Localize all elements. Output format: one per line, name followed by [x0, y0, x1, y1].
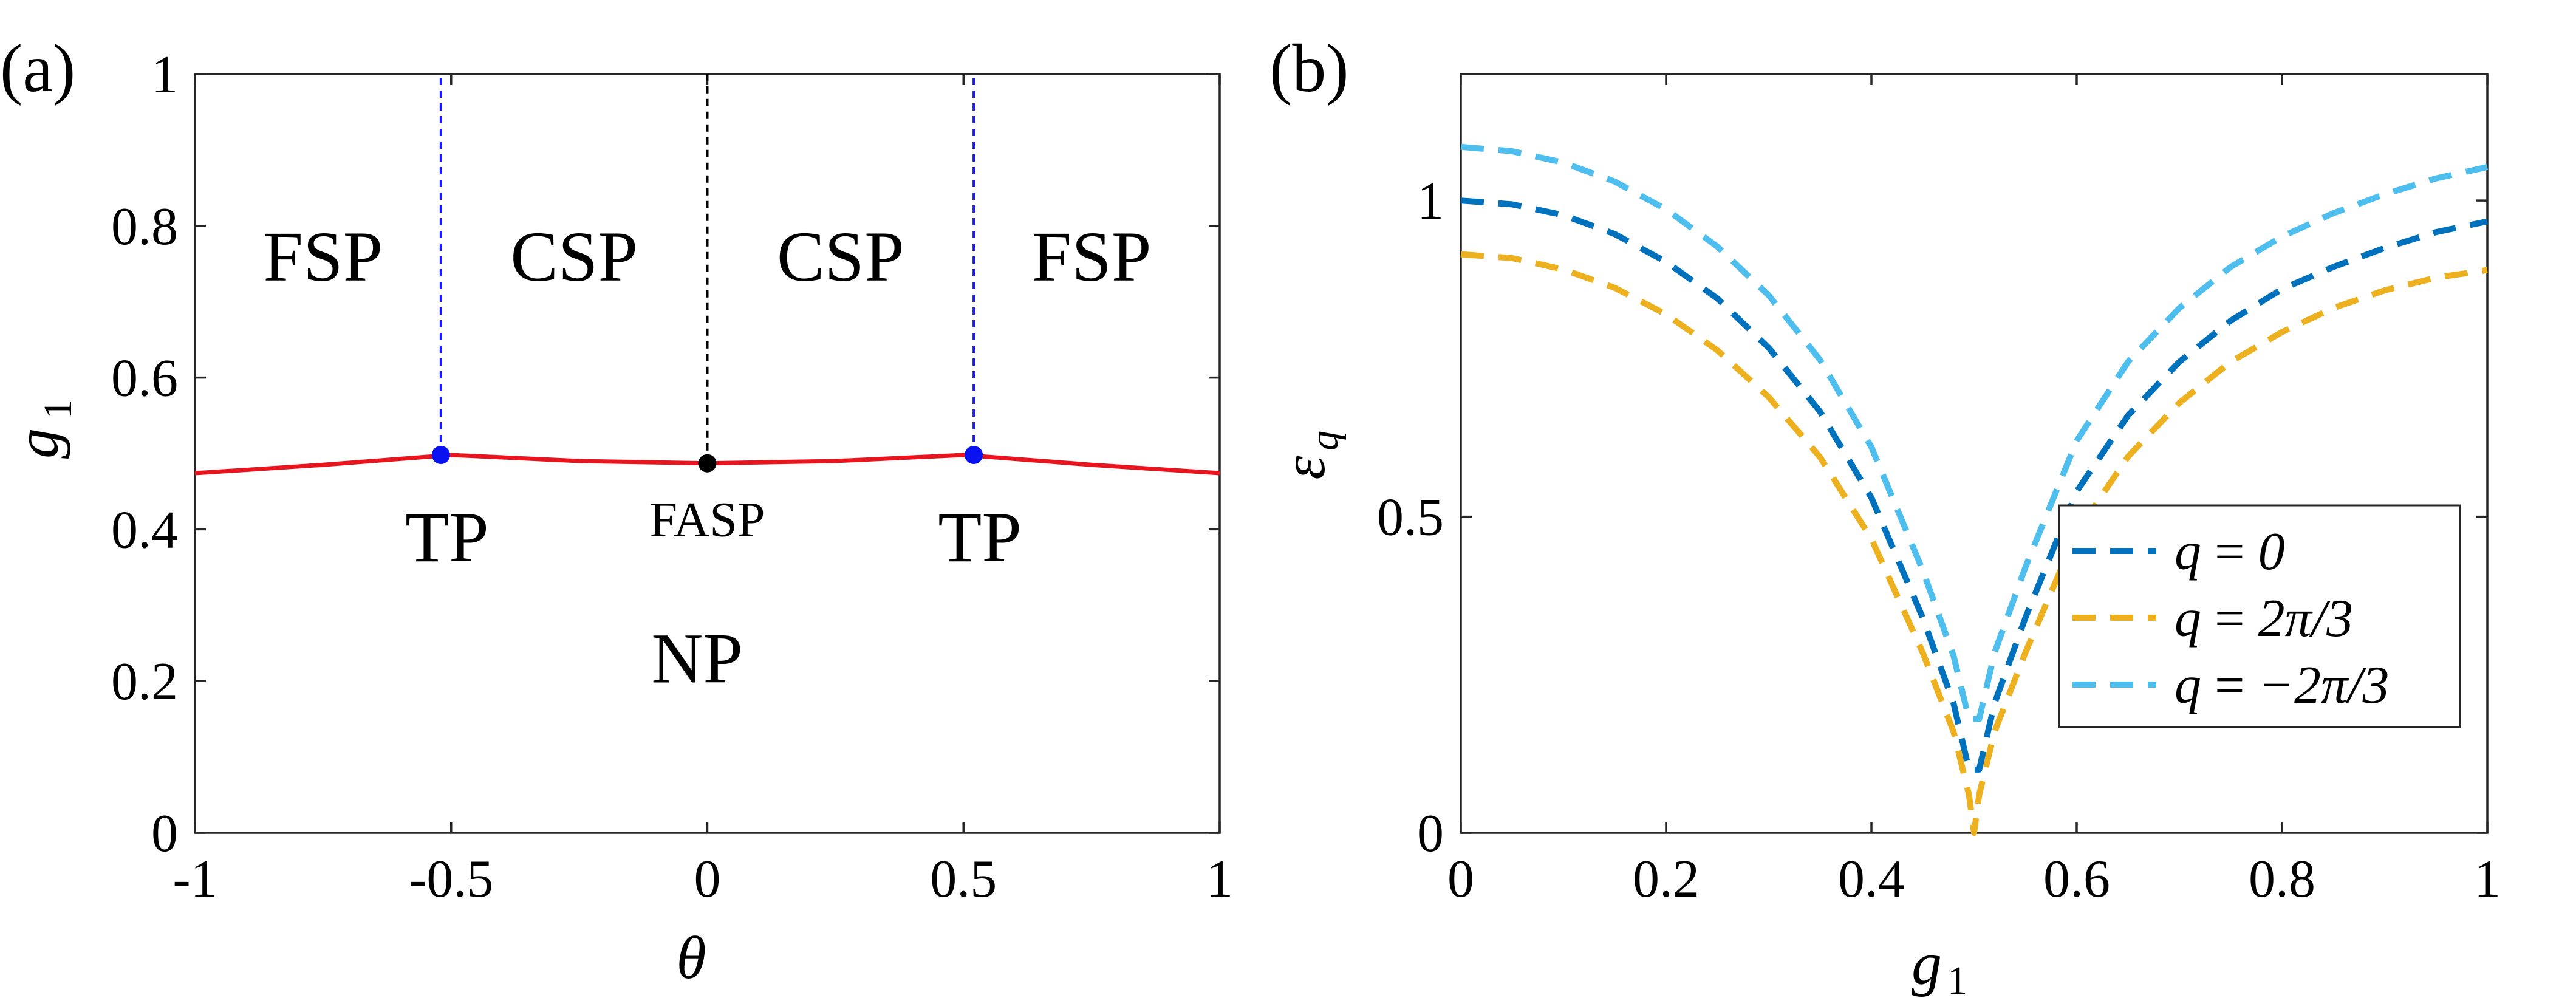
panel-b-plot: 0 0.2 0.4 0.6 0.8 1 0 0.5 1 q = 0 q = 2π/3 q = −2π/… — [1377, 73, 2501, 909]
panel-a-xlabel: θ — [676, 924, 706, 991]
panel-a-point-label: TP — [938, 497, 1022, 577]
panel-a-xtick-label: 0 — [694, 850, 721, 909]
panel-a-axes-frame — [194, 73, 1221, 834]
panel-b-xlabel-main: g — [1912, 930, 1942, 997]
panel-a-ylabel-sub: 1 — [36, 399, 80, 419]
panel-a-ytick-label: 0.2 — [111, 652, 178, 711]
panel-a-region-label: NP — [651, 619, 743, 699]
panel-a-ylabel: g 1 — [4, 399, 80, 459]
panel-b-legend: q = 0 q = 2π/3 q = −2π/3 — [2058, 504, 2461, 728]
panel-b-xtick-label: 0.8 — [2249, 850, 2315, 909]
panel-a-ylabel-main: g — [4, 428, 71, 459]
panel-b-ylabel-sub: q — [1302, 431, 1347, 451]
panel-b-xtick-label: 0.6 — [2043, 850, 2110, 909]
panel-b-xlabel: g 1 — [1912, 930, 1967, 998]
panel-b-series-line-0 — [1460, 197, 2489, 773]
panel-b-series-line-2 — [1460, 143, 2489, 722]
panel-a-plot: -1 -0.5 0 0.5 1 0 0.2 0.4 0.6 0.8 1 TP FASP TP FSP CSP C… — [111, 46, 1233, 909]
panel-b-ylabel: ε q — [1270, 431, 1347, 480]
panel-b-series-line-1 — [1460, 251, 2488, 836]
panel-a-ytick-label: 1 — [151, 46, 178, 104]
panel-b-ytick-label: 0.5 — [1377, 488, 1444, 547]
panel-a-ytick-label: 0.6 — [111, 349, 178, 408]
panel-b-legend-label: q = −2π/3 — [2175, 656, 2390, 715]
panel-a-label: (a) — [0, 31, 75, 106]
panel-b-label: (b) — [1269, 31, 1349, 106]
panel-a-region-label: FSP — [1032, 217, 1152, 296]
panel-a-ytick-label: 0 — [151, 804, 178, 863]
panel-b-xlabel-sub: 1 — [1947, 959, 1967, 998]
panel-a-xtick-label: -1 — [173, 850, 217, 909]
panel-a-point — [965, 445, 983, 464]
panel-a-ytick-label: 0.4 — [111, 501, 178, 559]
panel-a-point-label: FASP — [650, 492, 765, 547]
panel-b-xtick-label: 0.4 — [1838, 850, 1905, 909]
panel-b-ylabel-main: ε — [1270, 456, 1338, 480]
panel-b-xtick-label: 1 — [2474, 850, 2501, 909]
panel-b-legend-label: q = 2π/3 — [2175, 589, 2353, 648]
panel-a-point — [431, 445, 450, 464]
panel-b-xtick-label: 0.2 — [1633, 850, 1700, 909]
panel-b-ytick-label: 1 — [1417, 172, 1444, 231]
panel-b-ytick-label: 0 — [1417, 804, 1444, 863]
panel-a-point-label: TP — [405, 497, 489, 577]
panel-a-region-label: CSP — [777, 217, 904, 296]
panel-b-legend-label: q = 0 — [2175, 522, 2285, 581]
panel-a-xtick-label: 1 — [1206, 850, 1233, 909]
panel-a-region-label: CSP — [510, 217, 638, 296]
panel-a-point — [698, 454, 717, 473]
panel-a-xtick-label: 0.5 — [930, 850, 997, 909]
panel-b-xtick-label: 0 — [1447, 850, 1474, 909]
panel-a-region-label: FSP — [263, 217, 383, 296]
panel-a-xtick-label: -0.5 — [409, 850, 493, 909]
panel-a-ytick-label: 0.8 — [111, 197, 178, 256]
